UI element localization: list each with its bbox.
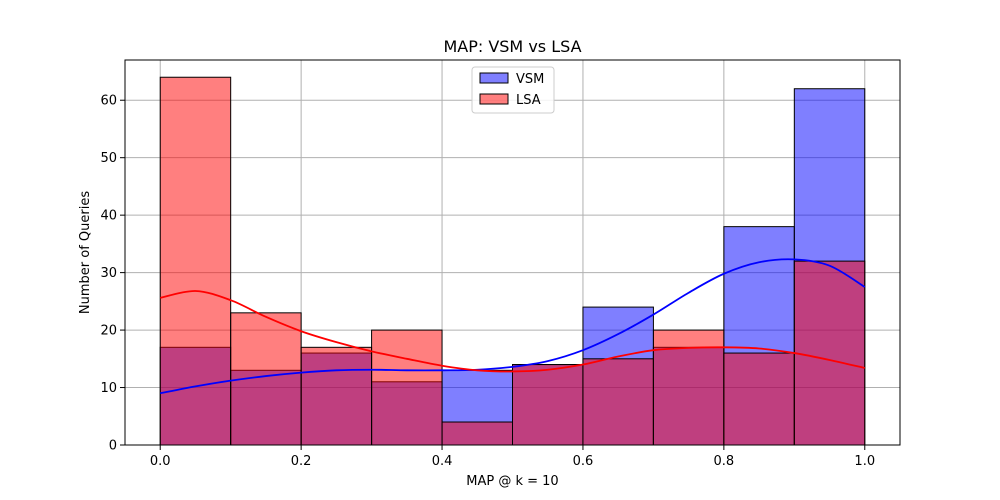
legend-label-vsm: VSM [516,72,544,87]
x-axis-title: MAP @ k = 10 [466,474,558,489]
chart-title: MAP: VSM vs LSA [443,37,581,56]
y-tick-label: 50 [100,151,117,166]
bar-lsa [300,346,373,446]
y-tick-label: 0 [109,439,117,454]
bar-lsa [723,352,795,446]
ticks-layer: 0.0 0.2 0.4 0.6 0.8 1.0 0 10 20 30 40 50 60 [100,94,875,469]
x-tick-label: 0.6 [573,454,594,469]
bar-lsa [512,364,584,446]
plot-frame [124,59,901,446]
y-tick-label: 20 [100,324,117,339]
kde-line-vsm [160,258,866,395]
bar-lsa [793,260,866,446]
kde-line-lsa [160,290,865,373]
kde-layer [160,258,866,395]
x-tick-label: 0.2 [291,454,312,469]
bar-lsa [159,76,232,446]
y-tick-label: 40 [100,209,117,224]
x-tick-label: 0.4 [432,454,453,469]
legend-swatch-lsa [479,93,509,105]
legend-label-lsa: LSA [516,93,541,108]
bar-lsa [582,358,654,446]
y-tick-label: 10 [100,381,117,396]
bars-layer [159,76,866,446]
y-axis-title: Number of Queries [78,191,93,314]
legend-swatch-vsm [479,72,509,84]
x-tick-label: 0.8 [714,454,735,469]
x-tick-label: 0.0 [150,454,171,469]
y-tick-label: 30 [100,266,117,281]
bar-lsa [371,329,443,446]
bar-lsa [441,421,513,446]
y-tick-label: 60 [100,94,117,109]
x-tick-label: 1.0 [854,454,875,469]
legend: VSM LSA [471,66,555,114]
